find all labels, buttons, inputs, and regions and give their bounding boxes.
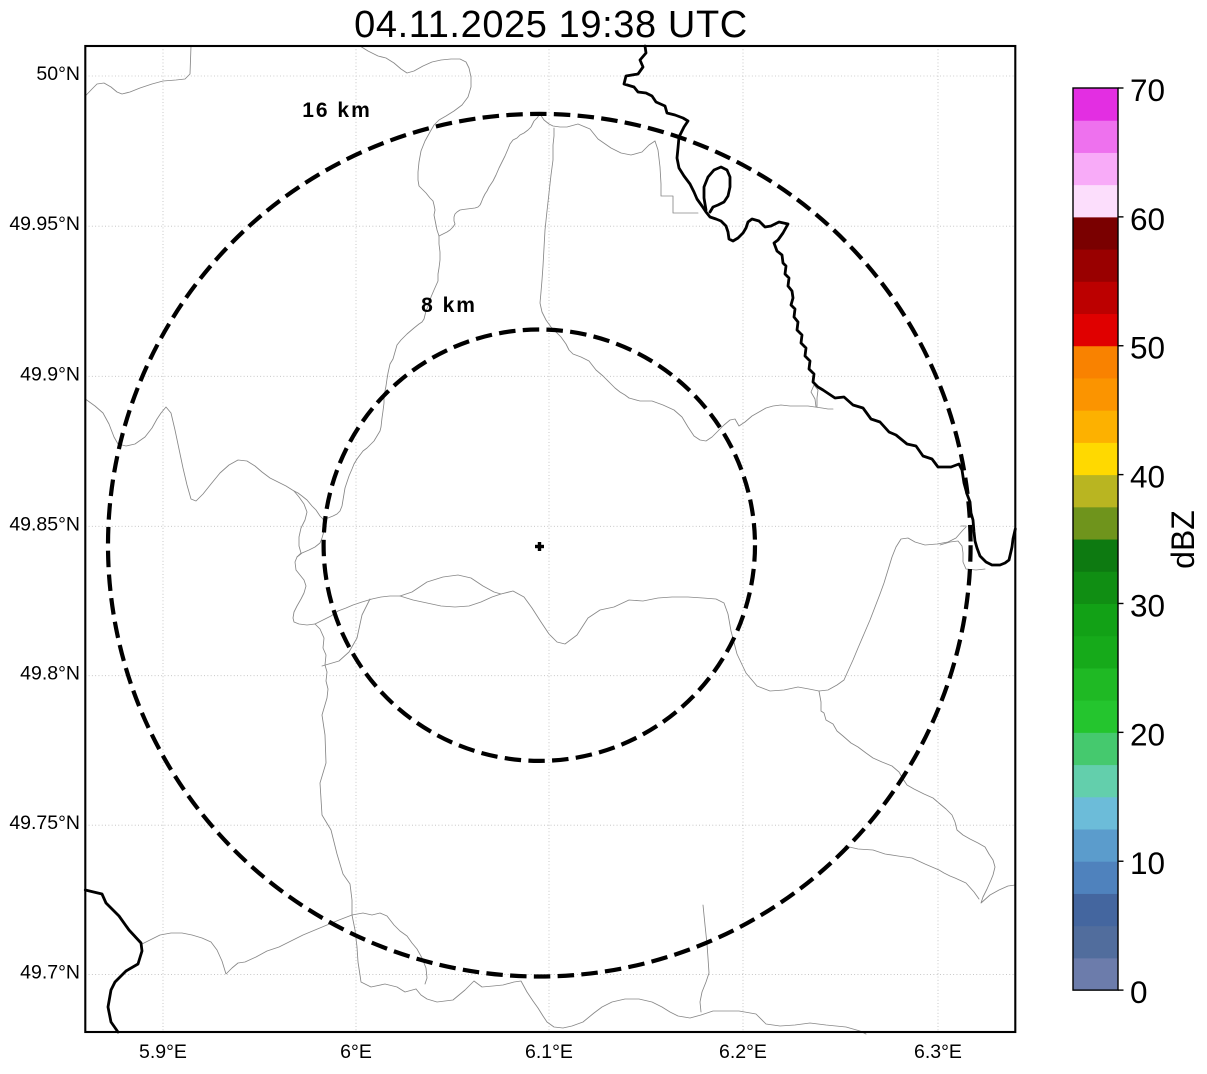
svg-text:0: 0 — [1130, 974, 1148, 1010]
svg-text:70: 70 — [1130, 72, 1165, 108]
svg-text:04.11.2025 19:38 UTC: 04.11.2025 19:38 UTC — [354, 4, 748, 46]
svg-text:60: 60 — [1130, 201, 1165, 237]
svg-text:dBZ: dBZ — [1165, 510, 1201, 569]
svg-text:5.9°E: 5.9°E — [139, 1041, 187, 1063]
svg-text:10: 10 — [1130, 845, 1165, 881]
svg-text:40: 40 — [1130, 459, 1165, 495]
svg-text:50: 50 — [1130, 330, 1165, 366]
svg-text:20: 20 — [1130, 716, 1165, 752]
svg-text:49.75°N: 49.75°N — [9, 812, 80, 834]
svg-text:50°N: 50°N — [36, 63, 80, 85]
svg-text:16 km: 16 km — [302, 99, 372, 122]
svg-text:49.8°N: 49.8°N — [20, 663, 80, 685]
svg-text:8 km: 8 km — [421, 294, 477, 317]
svg-text:49.85°N: 49.85°N — [9, 513, 80, 535]
svg-text:49.95°N: 49.95°N — [9, 213, 80, 235]
svg-text:49.7°N: 49.7°N — [20, 962, 80, 984]
svg-text:6°E: 6°E — [340, 1041, 372, 1063]
svg-text:6.2°E: 6.2°E — [719, 1041, 767, 1063]
svg-text:49.9°N: 49.9°N — [20, 363, 80, 385]
svg-text:6.1°E: 6.1°E — [525, 1041, 573, 1063]
svg-text:6.3°E: 6.3°E — [914, 1041, 962, 1063]
svg-text:30: 30 — [1130, 587, 1165, 623]
